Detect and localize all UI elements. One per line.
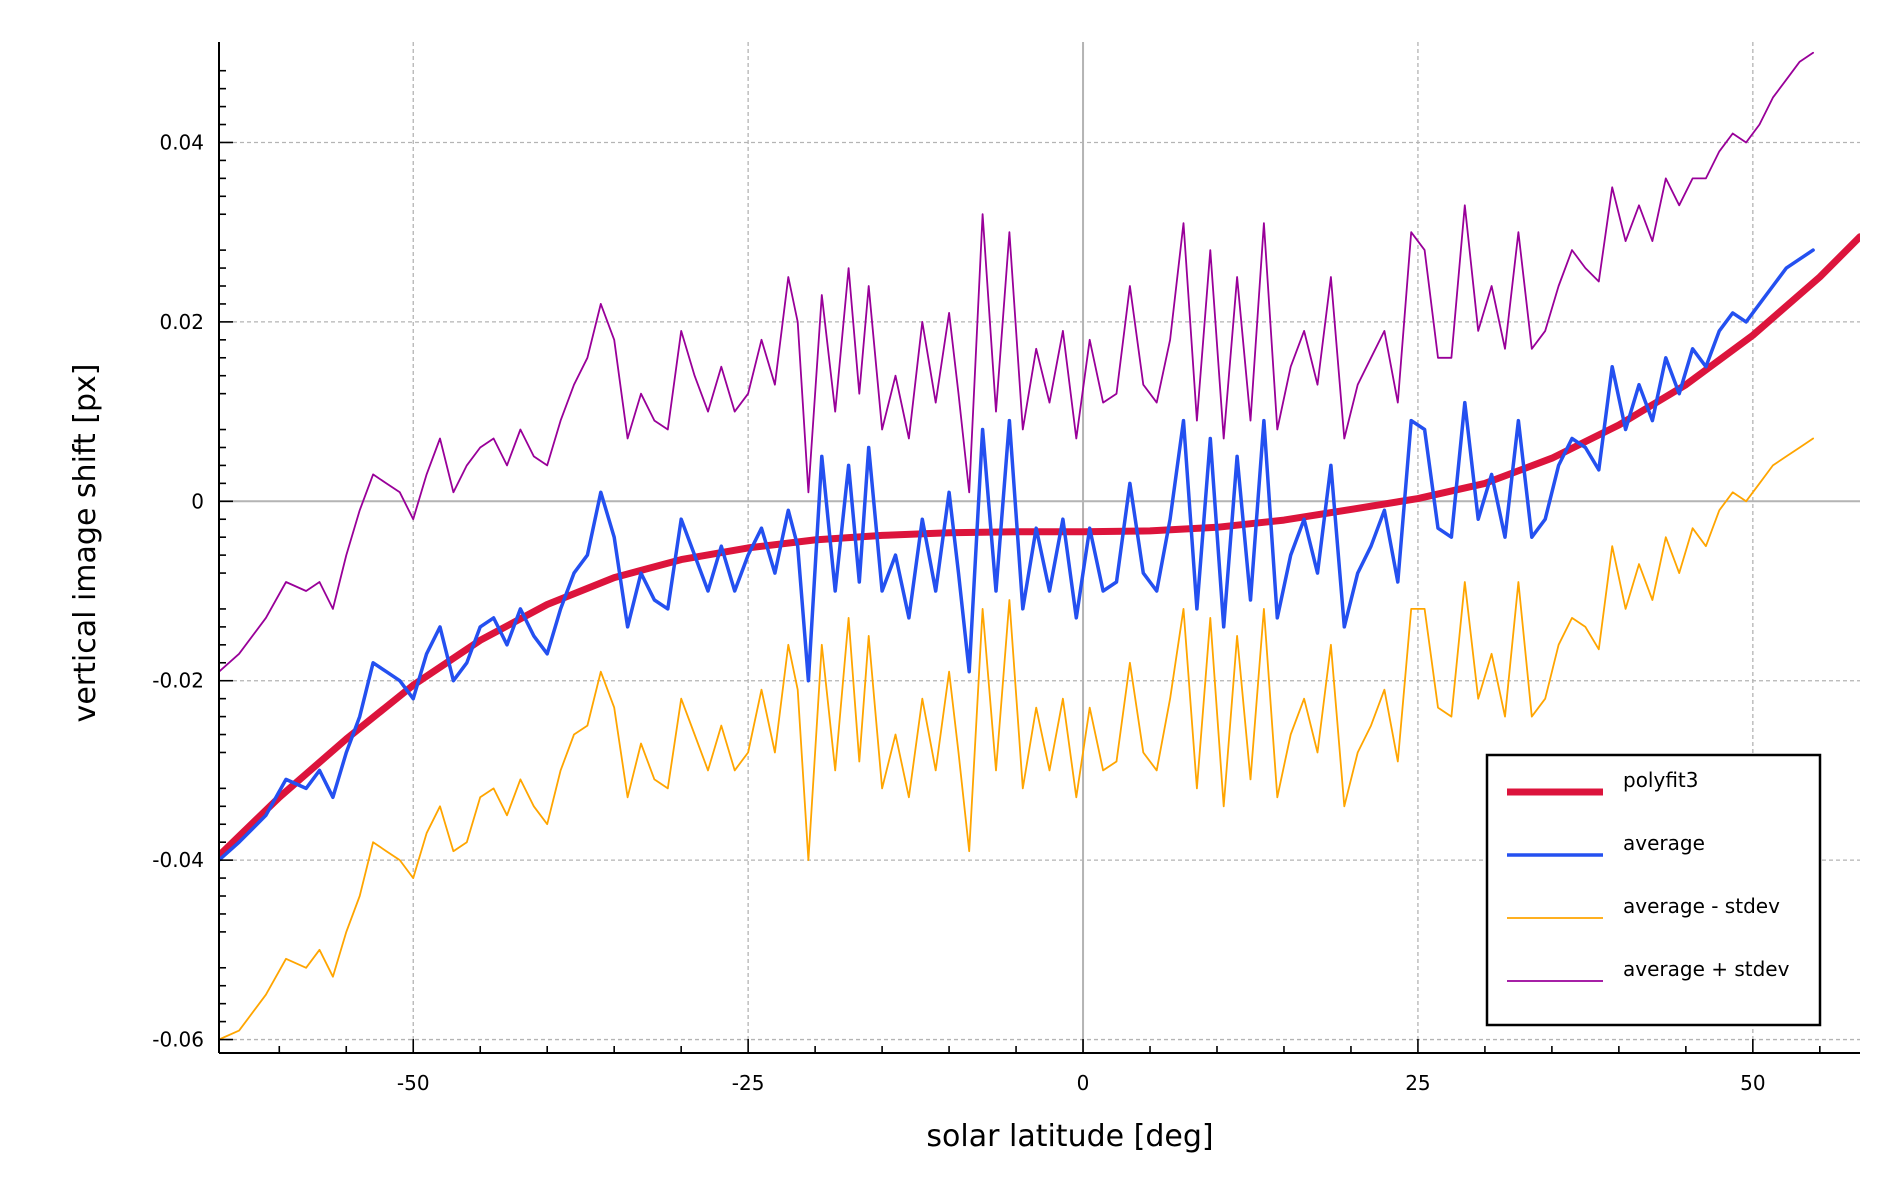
plot-area bbox=[219, 51, 1860, 1041]
x-axis-title: solar latitude [deg] bbox=[926, 1119, 1213, 1154]
axes bbox=[218, 42, 1860, 1054]
legend-label: average bbox=[1623, 831, 1705, 855]
series-line-average bbox=[219, 248, 1815, 862]
y-tick-label: 0 bbox=[191, 489, 204, 513]
legend-label: average - stdev bbox=[1623, 894, 1780, 918]
series-line-average-stdev bbox=[219, 51, 1814, 673]
y-tick-label: 0.02 bbox=[159, 310, 204, 334]
y-tick-label: -0.04 bbox=[152, 848, 204, 872]
legend-label: polyfit3 bbox=[1623, 768, 1699, 792]
x-tick-label: 0 bbox=[1077, 1071, 1090, 1095]
x-tick-label: 25 bbox=[1405, 1071, 1430, 1095]
y-tick-label: 0.04 bbox=[159, 130, 204, 154]
x-tick-label: -50 bbox=[397, 1071, 430, 1095]
y-tick-label: -0.06 bbox=[152, 1028, 204, 1052]
legend-label: average + stdev bbox=[1623, 957, 1790, 981]
series-line-polyfit3 bbox=[219, 233, 1860, 860]
x-tick-label: -25 bbox=[732, 1071, 765, 1095]
grid bbox=[219, 42, 1860, 1053]
x-tick-label: 50 bbox=[1740, 1071, 1765, 1095]
legend-box bbox=[1485, 753, 1822, 1027]
legend: polyfit3 average average - stdev average + … bbox=[1485, 753, 1822, 1027]
y-axis-title: vertical image shift [px] bbox=[68, 364, 103, 723]
y-tick-label: -0.02 bbox=[152, 669, 204, 693]
tick-labels: -50 -25 0 25 50 -0.06 -0.04 -0.02 0 0.02 0.04 bbox=[152, 130, 1765, 1095]
series-line-average-stdev bbox=[219, 437, 1814, 1041]
